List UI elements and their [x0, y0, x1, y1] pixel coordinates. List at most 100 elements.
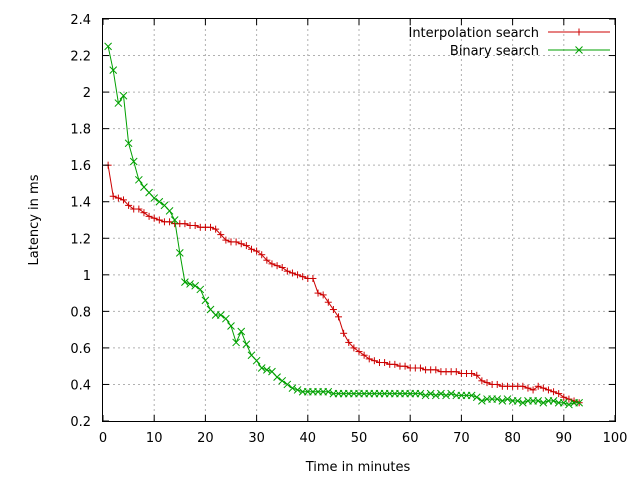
y-tick-label: 1.6 [70, 159, 91, 174]
data-point [114, 99, 123, 107]
data-point [262, 365, 271, 374]
series-line [107, 46, 580, 406]
data-point [288, 269, 296, 277]
grid-lines [103, 19, 615, 421]
legend-samples [548, 28, 610, 54]
data-point [493, 380, 501, 388]
data-point [181, 278, 189, 286]
data-point [345, 338, 353, 346]
data-point [473, 371, 481, 379]
data-point [513, 397, 522, 405]
data-point [247, 245, 255, 253]
data-point [125, 201, 133, 209]
data-point [109, 192, 117, 200]
x-tick-label: 30 [248, 431, 265, 446]
data-point [196, 285, 205, 294]
data-point [155, 197, 164, 206]
data-point [565, 400, 573, 409]
data-point [242, 242, 250, 250]
data-point [227, 322, 235, 330]
data-point [140, 209, 148, 217]
x-tick-label: 0 [99, 431, 107, 446]
data-point [431, 391, 440, 400]
data-point [503, 395, 512, 403]
data-point [222, 314, 230, 323]
x-axis-title: Time in minutes [305, 460, 411, 475]
data-point [181, 220, 189, 228]
data-point [493, 395, 502, 403]
data-point [565, 395, 573, 403]
plot-series [104, 42, 584, 409]
data-point [104, 42, 112, 51]
data-point [212, 225, 220, 233]
data-point [335, 313, 343, 321]
data-point [150, 194, 159, 202]
y-tick-label: 0.2 [70, 415, 91, 430]
series-0 [104, 161, 583, 407]
data-point [216, 311, 225, 319]
x-tick-label: 50 [351, 431, 368, 446]
data-point [472, 393, 481, 402]
data-point [237, 327, 246, 336]
data-point [350, 344, 358, 352]
data-point [145, 212, 153, 220]
data-point [329, 306, 337, 314]
data-point [186, 280, 194, 288]
data-point [150, 214, 158, 222]
data-point [175, 249, 184, 257]
data-point [258, 251, 266, 259]
data-point [355, 348, 363, 356]
data-point [529, 386, 537, 394]
data-point [134, 175, 143, 184]
data-point [539, 398, 548, 407]
data-point [273, 262, 281, 270]
data-point [549, 397, 558, 405]
x-tick-label: 70 [453, 431, 470, 446]
data-point [109, 66, 118, 75]
x-tick-label: 90 [556, 431, 573, 446]
y-axis-title: Latency in ms [27, 174, 42, 265]
y-tick-label: 1 [83, 269, 91, 284]
data-point [467, 391, 476, 400]
data-point [242, 340, 251, 349]
data-point [534, 382, 542, 390]
data-point [135, 205, 143, 213]
data-point [447, 389, 456, 398]
data-point [207, 223, 215, 231]
data-point [319, 291, 327, 299]
data-point [340, 329, 348, 337]
x-tick-label: 100 [603, 431, 628, 446]
legend-marker [575, 28, 583, 36]
data-point [416, 389, 425, 398]
data-point [381, 359, 389, 367]
data-point [232, 338, 240, 347]
data-point [314, 289, 322, 297]
data-point [283, 267, 291, 275]
y-tick-label: 0.6 [70, 342, 91, 357]
data-point [278, 376, 287, 385]
data-point [360, 351, 368, 359]
data-point [498, 397, 507, 405]
data-point [365, 355, 373, 363]
data-point [201, 296, 210, 305]
x-tick-label: 80 [504, 431, 521, 446]
data-point [324, 298, 332, 306]
data-point [278, 264, 286, 272]
y-tick-label: 2 [83, 86, 91, 101]
y-tick-label: 2.2 [70, 50, 91, 65]
data-point [468, 369, 476, 377]
data-point [324, 387, 333, 396]
series-line [107, 165, 580, 404]
y-tick-label: 0.8 [70, 305, 91, 320]
data-point [129, 157, 138, 166]
data-point [293, 386, 302, 394]
legend-label-binary: Binary search [450, 44, 539, 59]
data-point [252, 356, 261, 365]
data-point [442, 391, 450, 400]
data-point [309, 274, 317, 282]
x-tick-label: 40 [300, 431, 317, 446]
data-point [299, 273, 307, 281]
data-point [253, 247, 261, 255]
data-point [555, 390, 563, 398]
